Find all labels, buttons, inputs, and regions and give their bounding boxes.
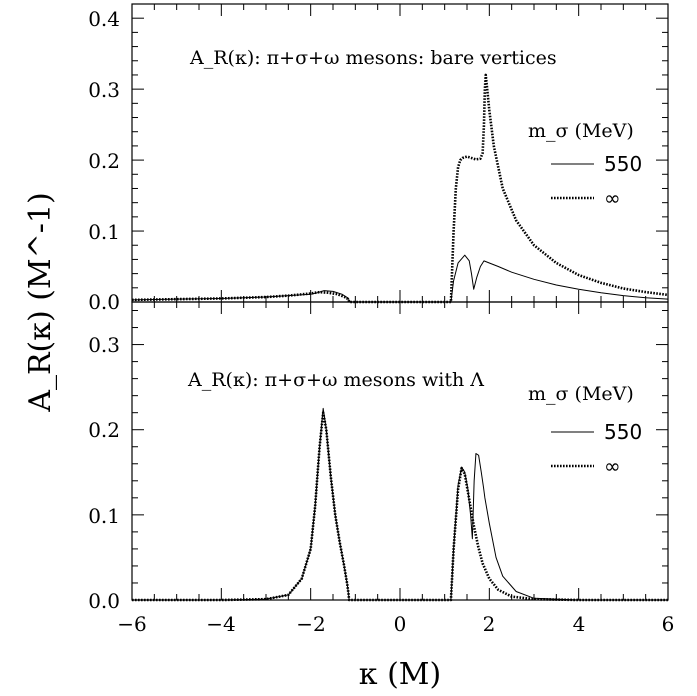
tick-marks [131,3,669,601]
bottom-panel-frame [131,301,669,601]
legend-title: m_σ (MeV) [528,120,634,142]
x-tick-label: 0 [394,612,407,636]
bottom-series-550-line [132,407,668,601]
curves [131,73,669,602]
bottom-legend: m_σ (MeV) 550 ∞ [528,383,642,478]
y-tick-label: 0.2 [88,149,120,173]
y-axis-title: A_R(κ) (M^-1) [23,192,58,412]
x-tick-label: −4 [206,612,235,636]
y-tick-label: 0.2 [88,418,120,442]
legend-title: m_σ (MeV) [528,383,634,405]
y-tick-label: 0.1 [88,220,120,244]
x-tick-labels: −6 −4 −2 0 2 4 6 [117,612,674,636]
y-tick-labels-bottom: 0.0 0.1 0.2 0.3 [88,333,120,613]
legend-label-infinity: ∞ [604,454,621,478]
bottom-series-infinity-line [132,411,668,602]
x-tick-label: −2 [296,612,325,636]
x-axis-title: κ (M) [359,657,441,692]
y-tick-label: 0.3 [88,333,120,357]
y-tick-label: 0.0 [88,290,120,314]
legend-label-550: 550 [604,420,642,444]
bottom-panel-title: A_R(κ): π+σ+ω mesons with Λ [187,369,484,391]
x-tick-label: 2 [483,612,496,636]
legend-label-550: 550 [604,152,642,176]
top-panel-title: A_R(κ): π+σ+ω mesons: bare vertices [189,47,557,69]
y-tick-label: 0.3 [88,78,120,102]
legend-label-infinity: ∞ [604,186,621,210]
top-legend: m_σ (MeV) 550 ∞ [528,120,642,210]
y-tick-label: 0.4 [88,7,120,31]
x-tick-label: −6 [117,612,146,636]
top-series-infinity-line [131,73,669,304]
x-tick-label: 6 [662,612,675,636]
y-tick-label: 0.0 [88,589,120,613]
x-tick-label: 4 [573,612,586,636]
y-tick-labels-top: 0.0 0.1 0.2 0.3 0.4 [88,7,120,314]
y-tick-label: 0.1 [88,504,120,528]
